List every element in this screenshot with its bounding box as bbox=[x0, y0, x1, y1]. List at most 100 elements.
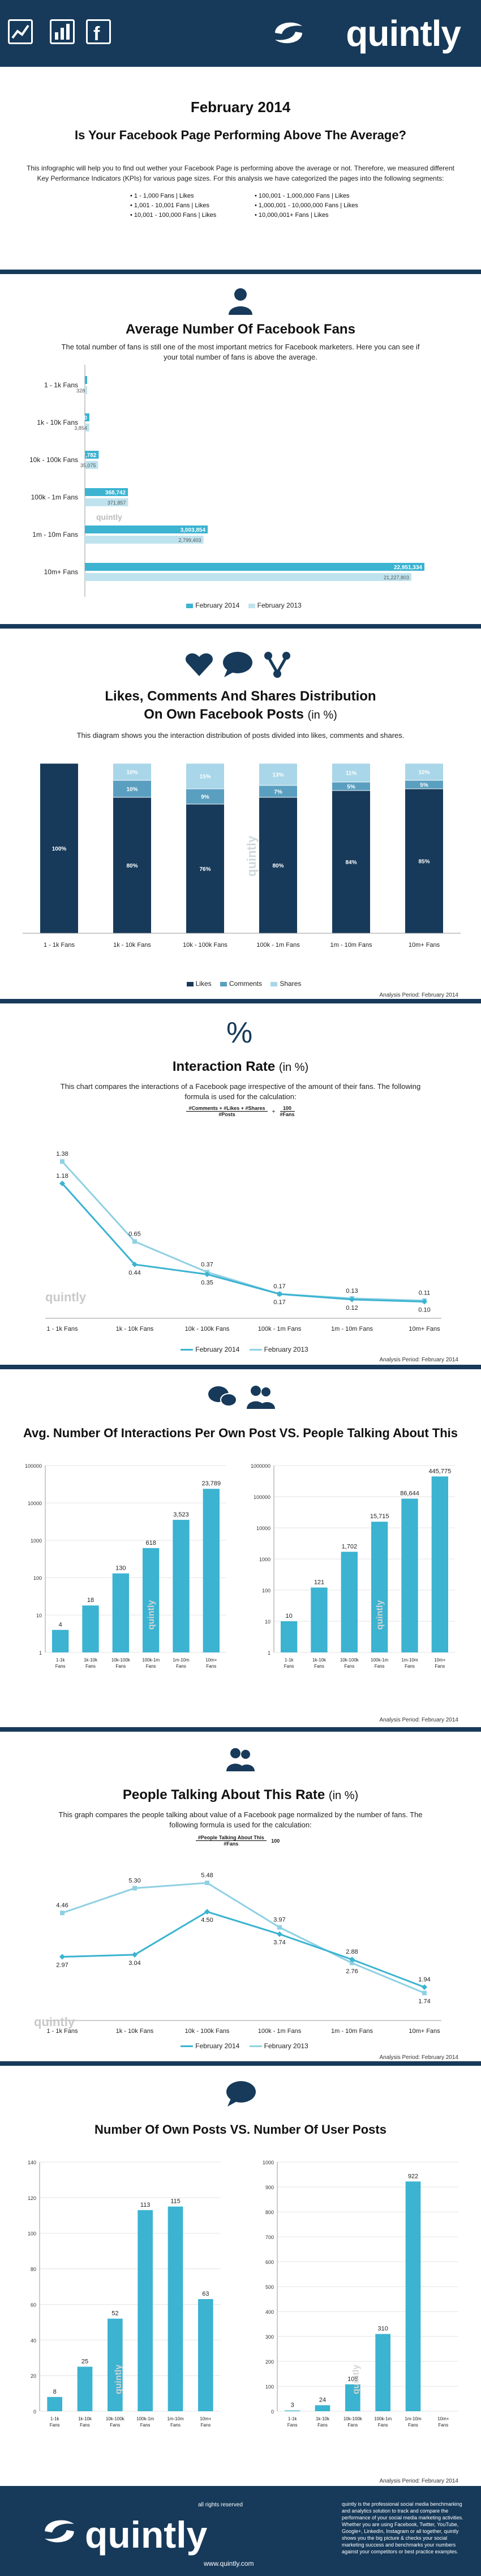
distribution-title-line2: On Own Facebook Posts (in %) bbox=[0, 707, 481, 723]
category-label: 10k - 100k Fans bbox=[183, 942, 227, 949]
interactions-ptat-title: Avg. Number Of Interactions Per Own Post… bbox=[23, 1426, 458, 1440]
category-label: Fans bbox=[314, 1664, 324, 1669]
data-label: 52 bbox=[111, 2310, 118, 2317]
data-label: 10% bbox=[418, 770, 430, 776]
stack-segment bbox=[405, 763, 444, 781]
ptat-rate-section: People Talking About This Rate (in %) Th… bbox=[0, 1727, 481, 2061]
segment-item: 10,001 - 100,000 Fans | Likes bbox=[130, 211, 216, 220]
category-label: 1m-10m bbox=[173, 1657, 190, 1663]
tick-label: 1000 bbox=[31, 1538, 42, 1544]
distribution-title-unit: (in %) bbox=[307, 709, 337, 721]
data-label: 1,702 bbox=[342, 1543, 358, 1550]
tick-label: 700 bbox=[265, 2235, 274, 2240]
legend-label: February 2014 bbox=[195, 601, 240, 609]
data-label: 80% bbox=[126, 863, 138, 869]
bar bbox=[82, 1605, 99, 1652]
category-label: Fans bbox=[375, 1664, 385, 1669]
bar bbox=[85, 526, 208, 533]
data-label: 130 bbox=[115, 1565, 126, 1571]
data-label: 11% bbox=[346, 771, 357, 777]
ptat-rate-title-unit: (in %) bbox=[328, 1789, 359, 1802]
tick-label: 140 bbox=[28, 2160, 36, 2165]
data-label: 1.38 bbox=[56, 1151, 68, 1157]
stack-segment bbox=[113, 780, 152, 798]
people-icon bbox=[225, 1746, 256, 1775]
data-point bbox=[277, 1925, 282, 1930]
interactions-per-post-chart: 11010010001000010000041-1kFans181k-10kFa… bbox=[25, 1463, 226, 1669]
data-point bbox=[422, 1990, 427, 1996]
tick-label: 10000 bbox=[256, 1526, 270, 1531]
data-label: 2,799,403 bbox=[178, 537, 201, 543]
legend-swatch bbox=[248, 603, 255, 608]
data-label: 3.97 bbox=[273, 1917, 285, 1924]
tick-label: 100 bbox=[262, 1588, 270, 1594]
category-label: 1m - 10m Fans bbox=[331, 1326, 373, 1332]
ptat-rate-description: This graph compares the people talking a… bbox=[58, 1810, 423, 1829]
tick-label: 1000 bbox=[263, 2160, 274, 2165]
data-point bbox=[205, 1881, 209, 1886]
category-label: 1k-10k bbox=[316, 2416, 330, 2421]
data-point bbox=[349, 1296, 355, 1302]
interaction-rate-chart: 1.38 0.65 0.37 0.17 0.13 0.11 1.18 0.44 0.35 0.17… bbox=[45, 1151, 441, 1332]
series-line bbox=[61, 1161, 425, 1302]
interaction-rate-analysis-period: Analysis Period: February 2014 bbox=[379, 1357, 458, 1363]
facebook-icon[interactable]: f bbox=[86, 19, 111, 45]
data-label: 85% bbox=[418, 859, 430, 865]
bar bbox=[281, 1621, 298, 1652]
category-label: 100k-1m bbox=[142, 1657, 160, 1663]
chart-line-icon[interactable] bbox=[8, 19, 33, 44]
bar-chart-icon[interactable] bbox=[50, 19, 75, 44]
category-label: 10k - 100k Fans bbox=[185, 1326, 230, 1332]
data-point bbox=[132, 1886, 137, 1891]
tick-label: 1000000 bbox=[251, 1463, 270, 1469]
category-label: 1m - 10m Fans bbox=[330, 942, 372, 949]
fans-title: Average Number Of Facebook Fans bbox=[126, 322, 355, 337]
data-label: 368,742 bbox=[105, 490, 126, 496]
data-label: 76% bbox=[199, 866, 211, 873]
data-label: 2.88 bbox=[346, 1949, 358, 1955]
category-label: Fans bbox=[438, 2423, 448, 2428]
tick-label: 600 bbox=[265, 2259, 274, 2265]
data-label: 10% bbox=[126, 787, 138, 793]
data-point bbox=[132, 1261, 138, 1267]
category-label: Fans bbox=[110, 2423, 120, 2428]
distribution-chart: 100% 1 - 1k Fans 80% 10% 10% 1k - 10k Fans 76%… bbox=[23, 763, 461, 949]
data-label: 3,003,854 bbox=[181, 527, 206, 533]
category-label: 100k - 1m Fans bbox=[256, 942, 300, 949]
category-label: 1m - 10m Fans bbox=[331, 2028, 373, 2035]
segment-item: 1 - 1,000 Fans | Likes bbox=[130, 191, 216, 201]
category-label: 1k - 10k Fans bbox=[113, 942, 151, 949]
segment-item: 100,001 - 1,000,000 Fans | Likes bbox=[255, 191, 358, 201]
interactions-ptat-analysis-period: Analysis Period: February 2014 bbox=[379, 1717, 458, 1723]
intro-section: February 2014 Is Your Facebook Page Perf… bbox=[0, 67, 481, 270]
segment-item: 10,000,001+ Fans | Likes bbox=[255, 211, 358, 220]
data-label: 10% bbox=[126, 770, 138, 776]
data-label: 1.74 bbox=[418, 1998, 430, 2005]
bar bbox=[203, 1489, 220, 1652]
legend-label: February 2014 bbox=[195, 2042, 240, 2050]
legend-label: Comments bbox=[229, 980, 262, 988]
data-label: 9% bbox=[201, 794, 209, 801]
user-posts-chart: 0 100 200 300 400 500 600 700 800 900 1000 3 1-1k Fan… bbox=[263, 2160, 458, 2428]
category-label: 1 - 1k Fans bbox=[44, 942, 75, 949]
category-label: 1k-10k bbox=[78, 2416, 92, 2421]
bar bbox=[375, 2334, 390, 2411]
category-label: Fans bbox=[206, 1664, 216, 1669]
data-point bbox=[204, 1271, 210, 1278]
intro-description: This infographic will help you to find o… bbox=[27, 164, 454, 182]
category-label: 10m+ Fans bbox=[409, 1326, 440, 1332]
data-label: 10 bbox=[286, 1613, 293, 1620]
category-label: Fans bbox=[140, 2423, 151, 2428]
data-label: 115 bbox=[170, 2198, 181, 2205]
footer-url-link[interactable]: www.quintly.com bbox=[204, 2560, 254, 2568]
bar bbox=[315, 2405, 330, 2411]
data-label: 80% bbox=[272, 863, 284, 869]
ptat-rate-chart: 4.46 5.30 5.48 3.97 2.76 1.74 2.97 3.04 4.50 3.74… bbox=[34, 1872, 441, 2035]
tick-label: 20 bbox=[31, 2373, 36, 2379]
tick-label: 300 bbox=[265, 2334, 274, 2340]
chart-watermark: quintly bbox=[375, 1600, 385, 1630]
data-label: 24 bbox=[319, 2396, 326, 2403]
category-label: Fans bbox=[115, 1664, 126, 1669]
data-label: 7% bbox=[274, 789, 282, 796]
tick-label: 200 bbox=[265, 2359, 274, 2365]
